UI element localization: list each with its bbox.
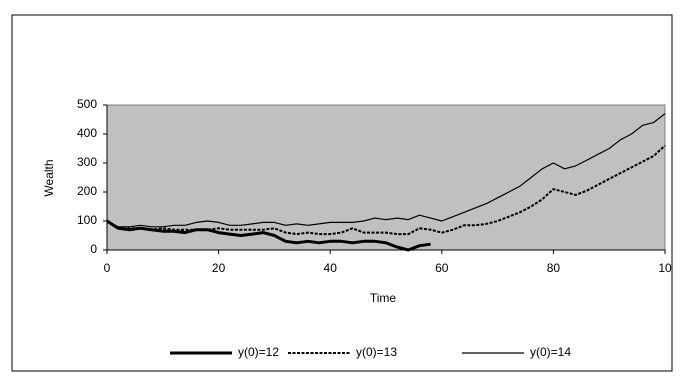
- y-tick-label: 300: [77, 155, 97, 169]
- x-tick-label: 40: [324, 261, 338, 275]
- x-tick-label: 10: [658, 261, 672, 275]
- x-tick-label: 0: [104, 261, 111, 275]
- legend-label: y(0)=12: [238, 345, 279, 359]
- x-tick-label: 80: [547, 261, 561, 275]
- y-axis-title: Wealth: [42, 159, 56, 196]
- x-tick-label: 20: [212, 261, 226, 275]
- y-tick-label: 400: [77, 126, 97, 140]
- legend-label: y(0)=14: [530, 345, 571, 359]
- series-line: [106, 219, 431, 252]
- x-axis-title: Time: [370, 291, 397, 305]
- y-tick-label: 500: [77, 97, 97, 111]
- y-tick-label: 200: [77, 184, 97, 198]
- plot-area: [106, 104, 666, 251]
- series-line: [106, 113, 666, 228]
- legend-label: y(0)=13: [356, 345, 397, 359]
- y-tick-label: 0: [90, 242, 97, 256]
- series-line: [106, 144, 666, 236]
- y-tick-label: 100: [77, 213, 97, 227]
- x-tick-label: 60: [435, 261, 449, 275]
